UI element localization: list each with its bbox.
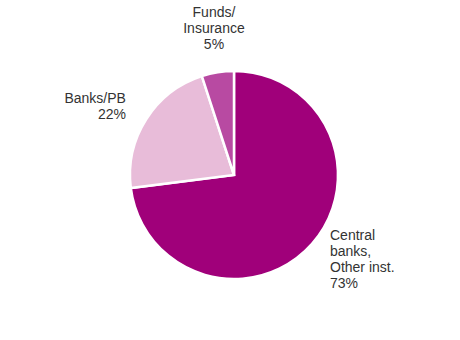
slice-label: Funds/Insurance	[183, 4, 245, 36]
pie	[130, 71, 338, 279]
chart-container: Centralbanks,Other inst.73% Banks/PB22% Fu…	[0, 0, 460, 340]
slice-label-line: Central	[330, 227, 375, 243]
value-label: 22%	[98, 106, 126, 122]
slice-label: Banks/PB	[64, 90, 125, 106]
pie-slice	[202, 71, 234, 175]
slice-label-line: Funds/	[193, 4, 236, 20]
value-label: 73%	[330, 275, 358, 291]
slice-label-line: Banks/PB	[64, 90, 125, 106]
slice-label-line: Other inst.	[330, 259, 395, 275]
labels: Centralbanks,Other inst.73% Banks/PB22% Fu…	[64, 4, 394, 292]
pie-slice	[131, 71, 338, 279]
value-label: 5%	[204, 36, 224, 52]
slice-label: Centralbanks,Other inst.	[330, 227, 395, 275]
slice-label-line: Insurance	[183, 20, 245, 36]
slice-label-line: banks,	[330, 243, 371, 259]
chart-svg: Centralbanks,Other inst.73% Banks/PB22% Fu…	[0, 0, 460, 340]
